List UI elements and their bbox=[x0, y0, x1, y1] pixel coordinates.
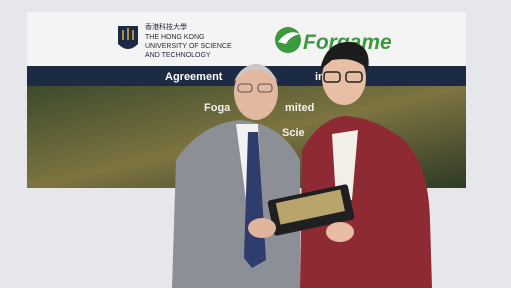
image-text: Scie bbox=[282, 127, 305, 139]
image-text: Foga bbox=[204, 102, 231, 114]
hkust-line: THE HONG KONG bbox=[145, 34, 205, 41]
hand bbox=[248, 218, 276, 238]
strip-text: Agreement bbox=[165, 71, 223, 83]
hand bbox=[326, 222, 354, 242]
hkust-line: AND TECHNOLOGY bbox=[145, 52, 211, 59]
photo: 香港科技大學 THE HONG KONG UNIVERSITY OF SCIEN… bbox=[0, 0, 511, 288]
hkust-line: UNIVERSITY OF SCIENCE bbox=[145, 43, 232, 50]
hkust-chinese: 香港科技大學 bbox=[145, 22, 187, 31]
image-text: mited bbox=[285, 102, 314, 114]
